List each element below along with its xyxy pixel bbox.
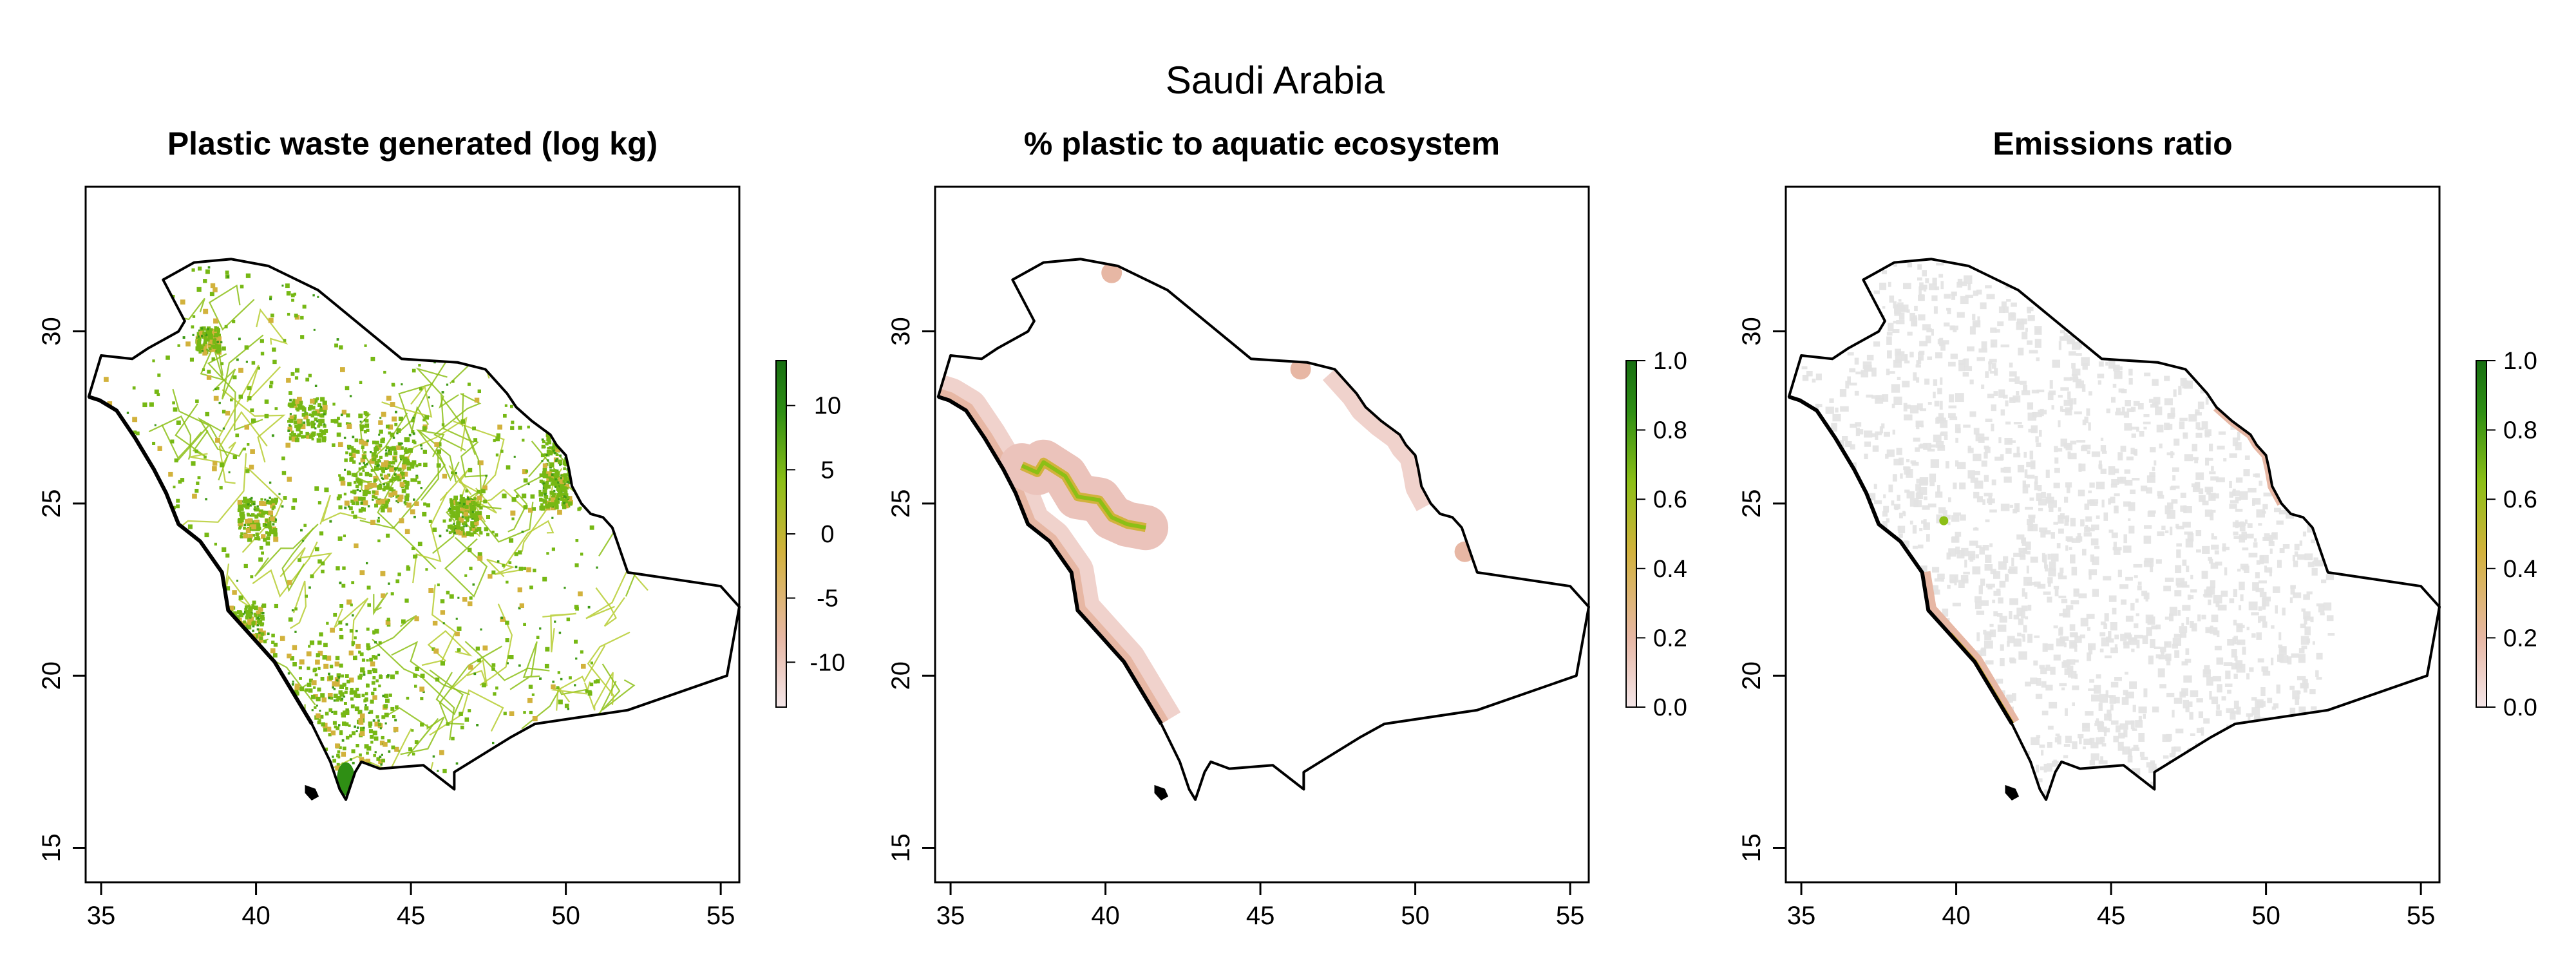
map-layer bbox=[938, 262, 1475, 736]
y-tick-label: 25 bbox=[37, 489, 66, 518]
panel-2: % plastic to aquatic ecosystem 35 40 45 50 55… bbox=[887, 126, 1687, 930]
x-tick-label: 45 bbox=[2097, 902, 2126, 930]
y-tick-label: 20 bbox=[1738, 661, 1766, 690]
figure-title: Saudi Arabia bbox=[1166, 59, 1385, 102]
x-tick-label: 35 bbox=[1787, 902, 1816, 930]
y-tick-label: 20 bbox=[887, 661, 915, 690]
colorbar-tick-label: 10 bbox=[814, 393, 841, 420]
y-tick-label: 30 bbox=[887, 317, 915, 346]
x-tick-label: 45 bbox=[397, 902, 426, 930]
island bbox=[2005, 784, 2020, 800]
y-tick-label: 30 bbox=[37, 317, 66, 346]
panel-title: % plastic to aquatic ecosystem bbox=[1024, 126, 1500, 162]
x-tick-label: 40 bbox=[1091, 902, 1120, 930]
colorbar-tick-label: -10 bbox=[810, 649, 846, 676]
y-tick-label: 15 bbox=[37, 833, 66, 862]
y-tick-label: 20 bbox=[37, 661, 66, 690]
colorbar-tick-label: 0.4 bbox=[2503, 556, 2537, 583]
colorbar-tick-label: 5 bbox=[820, 457, 834, 484]
y-tick-label: 25 bbox=[887, 489, 915, 518]
x-tick-label: 55 bbox=[706, 902, 735, 930]
colorbar: 1.0 0.8 0.6 0.4 0.2 0.0 bbox=[2476, 348, 2537, 721]
x-tick-label: 50 bbox=[551, 902, 580, 930]
map-layer bbox=[1801, 263, 2335, 798]
x-tick-label: 55 bbox=[2407, 902, 2436, 930]
colorbar-tick-label: 0.0 bbox=[1653, 694, 1687, 721]
colorbar-tick-label: 1.0 bbox=[2503, 348, 2537, 375]
x-tick-label: 40 bbox=[1942, 902, 1971, 930]
y-tick-label: 15 bbox=[887, 833, 915, 862]
colorbar-tick-label: 0.8 bbox=[1653, 417, 1687, 444]
plot-frame bbox=[1785, 185, 2441, 884]
colorbar-tick-label: -5 bbox=[817, 585, 838, 612]
x-tick-label: 55 bbox=[1556, 902, 1585, 930]
x-tick-label: 35 bbox=[87, 902, 116, 930]
island bbox=[305, 784, 319, 800]
colorbar: 10 5 0 -5 -10 bbox=[775, 360, 846, 708]
y-tick-label: 15 bbox=[1738, 833, 1766, 862]
x-tick-label: 50 bbox=[1401, 902, 1430, 930]
panel-1: Plastic waste generated (log kg)35 40 45 50… bbox=[37, 126, 845, 930]
x-tick-label: 35 bbox=[936, 902, 965, 930]
island bbox=[1154, 784, 1169, 800]
colorbar-tick-label: 0.6 bbox=[2503, 486, 2537, 513]
x-tick-label: 50 bbox=[2251, 902, 2280, 930]
map-layer bbox=[104, 266, 649, 800]
colorbar-tick-label: 0.8 bbox=[2503, 417, 2537, 444]
x-tick-label: 45 bbox=[1246, 902, 1275, 930]
y-tick-label: 30 bbox=[1738, 317, 1766, 346]
colorbar: 1.0 0.8 0.6 0.4 0.2 0.0 bbox=[1625, 348, 1687, 721]
panel-title: Emissions ratio bbox=[1993, 126, 2232, 162]
colorbar-tick-label: 0.6 bbox=[1653, 486, 1687, 513]
colorbar-tick-label: 0.2 bbox=[1653, 625, 1687, 652]
panel-3: Emissions ratio 35 40 45 50 55 15 20 25 30 1.0 0.8 0… bbox=[1738, 126, 2537, 930]
x-tick-label: 40 bbox=[242, 902, 270, 930]
y-tick-label: 25 bbox=[1738, 489, 1766, 518]
colorbar-tick-label: 0.4 bbox=[1653, 556, 1687, 583]
colorbar-tick-label: 0.0 bbox=[2503, 694, 2537, 721]
colorbar-tick-label: 0 bbox=[820, 521, 834, 548]
plot-frame bbox=[84, 185, 741, 884]
plot-frame bbox=[934, 185, 1590, 884]
colorbar-tick-label: 0.2 bbox=[2503, 625, 2537, 652]
colorbar-tick-label: 1.0 bbox=[1653, 348, 1687, 375]
panel-title: Plastic waste generated (log kg) bbox=[167, 126, 658, 162]
